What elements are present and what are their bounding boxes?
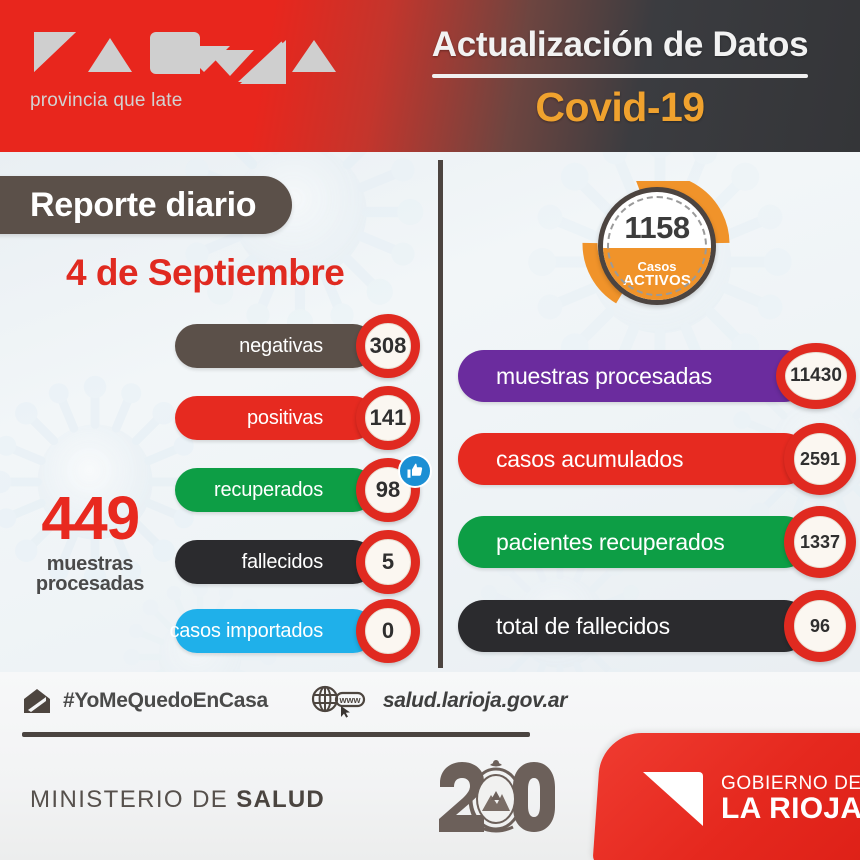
provincia-que-late-logo: provincia que late (28, 26, 338, 118)
gobierno-line1: GOBIERNO DE (721, 773, 860, 794)
footer-divider (22, 732, 530, 737)
stat-badge-negativas: 308 (356, 314, 420, 378)
daily-samples-label-line2: procesadas (35, 573, 145, 596)
stat-badge-fallecidos: 5 (356, 530, 420, 594)
stat-badge-muestras-procesadas: 11430 (776, 343, 856, 409)
website-tag[interactable]: www salud.larioja.gov.ar (310, 684, 567, 718)
logo-brand-text: provincia que late (30, 90, 183, 111)
house-icon (24, 689, 50, 713)
ministry-prefix: MINISTERIO DE (30, 786, 237, 813)
thumbs-up-icon (398, 454, 432, 488)
active-cases-widget: 1158 Casos ACTIVOS (576, 181, 736, 313)
stat-row-muestras-procesadas: muestras procesadas 11430 (458, 340, 856, 412)
page-title: Actualización de Datos (431, 25, 809, 64)
active-cases-value: 1158 (624, 210, 690, 246)
bicentennial-200-logo (434, 757, 556, 848)
active-cases-label-line1: Casos (637, 258, 677, 274)
stat-label-muestras-procesadas: muestras procesadas (496, 362, 713, 389)
ministry-label: MINISTERIO DE SALUD (30, 786, 325, 814)
stat-value-muestras-procesadas: 11430 (785, 352, 847, 400)
page-subtitle: Covid-19 (535, 84, 705, 130)
active-cases-label-line2: ACTIVOS (622, 272, 692, 290)
stat-row-negativas: negativas 308 (175, 314, 420, 378)
la-rioja-triangle-icon (643, 772, 703, 826)
stat-row-positivas: positivas 141 (175, 386, 420, 450)
svg-text:www: www (338, 695, 361, 705)
stat-value-pacientes-recuperados: 1337 (794, 516, 846, 568)
stay-home-hashtag: #YoMeQuedoEnCasa (63, 689, 268, 712)
footer-tag-group: #YoMeQuedoEnCasa www salud.larioja.gov.a… (22, 684, 567, 718)
stat-badge-recuperados: 98 (356, 458, 420, 522)
stat-value-total-fallecidos: 96 (794, 600, 846, 652)
stat-bar-positivas: positivas (175, 396, 375, 440)
report-date: 4 de Septiembre (66, 252, 345, 293)
stat-bar-casos-importados: casos importados (169, 609, 375, 653)
stat-badge-total-fallecidos: 96 (784, 590, 856, 662)
website-url[interactable]: salud.larioja.gov.ar (382, 689, 568, 712)
stat-bar-muestras-procesadas: muestras procesadas (458, 350, 810, 402)
stat-label-casos-acumulados: casos acumulados (496, 445, 684, 472)
stat-row-pacientes-recuperados: pacientes recuperados 1337 (458, 506, 856, 578)
stat-bar-recuperados: recuperados (175, 468, 375, 512)
stay-home-tag: #YoMeQuedoEnCasa (22, 686, 268, 716)
stat-value-casos-importados: 0 (365, 608, 411, 654)
stat-label-pacientes-recuperados: pacientes recuperados (496, 528, 725, 555)
active-cases-circle: 1158 Casos ACTIVOS (598, 187, 716, 305)
stat-value-casos-acumulados: 2591 (794, 433, 846, 485)
stat-value-recuperados: 98 (365, 467, 411, 513)
globe-www-icon: www (311, 685, 365, 718)
stat-badge-casos-importados: 0 (356, 599, 420, 663)
stat-badge-positivas: 141 (356, 386, 420, 450)
header-banner: provincia que late Actualización de Dato… (0, 0, 860, 152)
gobierno-line2: LA RIOJA (721, 792, 860, 825)
daily-samples-label-line1: muestras (46, 552, 134, 575)
stat-badge-pacientes-recuperados: 1337 (784, 506, 856, 578)
stat-value-negativas: 308 (365, 323, 411, 369)
daily-samples-summary: 449 muestras procesadas (10, 484, 170, 595)
header-title-group: Actualización de Datos Covid-19 (380, 0, 860, 152)
gobierno-la-rioja-logo: GOBIERNO DE LA RIOJA (592, 733, 860, 860)
stat-value-positivas: 141 (365, 395, 411, 441)
daily-report-title: Reporte diario (0, 176, 293, 234)
daily-samples-value: 449 (41, 484, 140, 552)
stat-label-casos-importados: casos importados (169, 619, 323, 642)
stat-label-fallecidos: fallecidos (241, 550, 324, 573)
stat-bar-total-fallecidos: total de fallecidos (458, 600, 810, 652)
daily-samples-label: muestras procesadas (10, 554, 170, 595)
stat-bar-pacientes-recuperados: pacientes recuperados (458, 516, 810, 568)
stat-badge-casos-acumulados: 2591 (784, 423, 856, 495)
stat-label-negativas: negativas (239, 334, 323, 357)
stat-row-casos-importados: casos importados 0 (169, 599, 420, 663)
gobierno-text: GOBIERNO DE LA RIOJA (721, 773, 860, 825)
panel-divider (438, 160, 443, 668)
title-divider (432, 74, 808, 78)
stat-row-total-fallecidos: total de fallecidos 96 (458, 590, 856, 662)
stat-row-casos-acumulados: casos acumulados 2591 (458, 423, 856, 495)
stat-bar-negativas: negativas (175, 324, 375, 368)
stat-row-recuperados: recuperados 98 (175, 454, 432, 522)
stat-bar-casos-acumulados: casos acumulados (458, 433, 810, 485)
stat-label-positivas: positivas (246, 406, 323, 429)
active-cases-label: Casos ACTIVOS (603, 248, 711, 300)
stat-value-fallecidos: 5 (365, 539, 411, 585)
ministry-bold: SALUD (236, 786, 325, 813)
stat-label-total-fallecidos: total de fallecidos (496, 612, 670, 639)
stat-label-recuperados: recuperados (214, 478, 323, 501)
stat-bar-fallecidos: fallecidos (175, 540, 375, 584)
stat-row-fallecidos: fallecidos 5 (175, 530, 420, 594)
